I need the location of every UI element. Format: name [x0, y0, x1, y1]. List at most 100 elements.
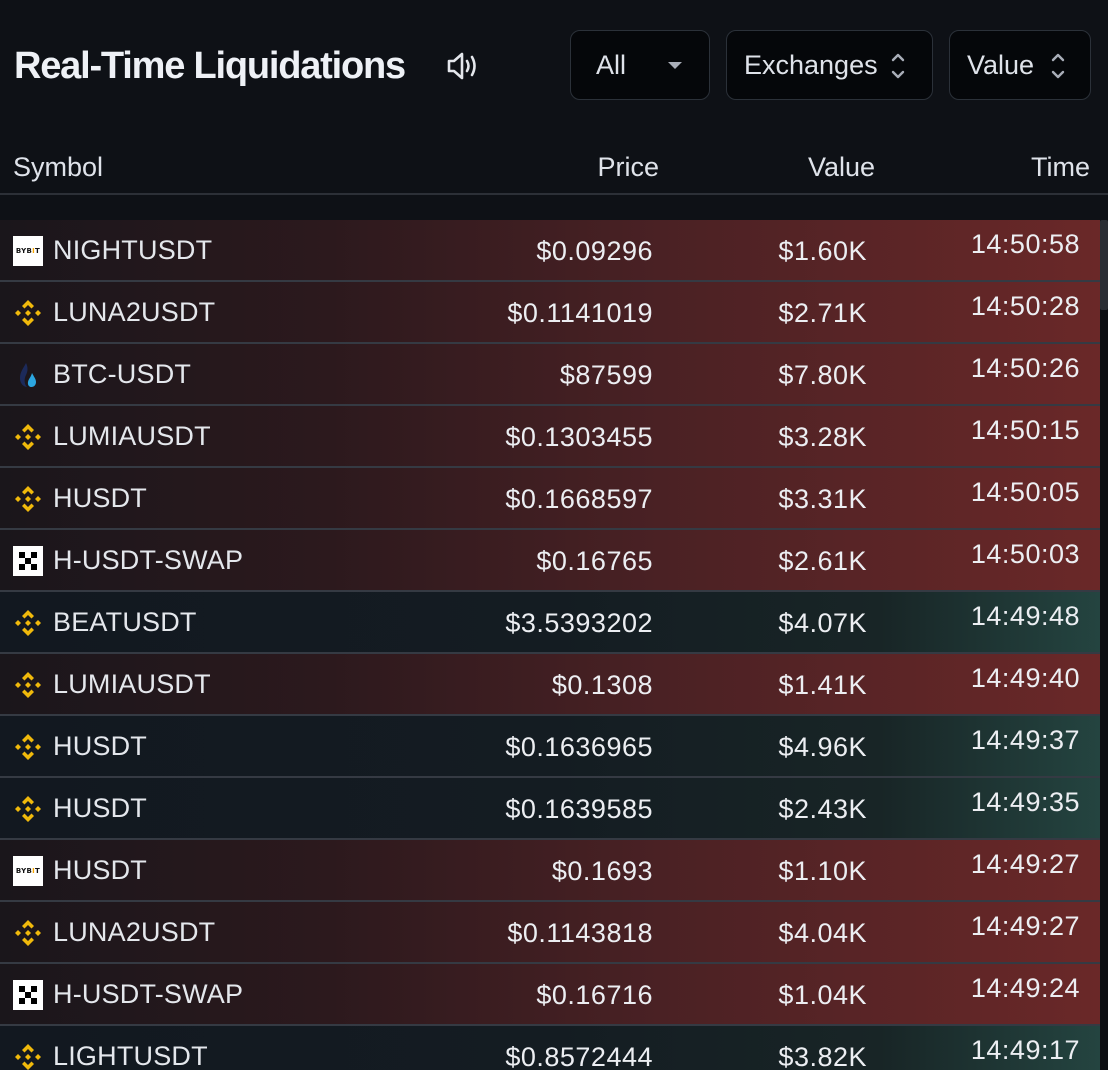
- exchange-icon: [13, 298, 43, 328]
- row-time: 14:50:05: [970, 477, 1080, 507]
- exchange-icon: BYB I T: [13, 236, 43, 266]
- table-row[interactable]: H-USDT-SWAP $0.16765 $2.61K 14:50:03: [0, 530, 1100, 592]
- table-row[interactable]: LIGHTUSDT $0.8572444 $3.82K 14:49:17: [0, 1026, 1100, 1070]
- column-header-price: Price: [597, 152, 659, 182]
- row-price: $0.1308: [551, 670, 653, 700]
- exchange-icon: [13, 980, 43, 1010]
- exchange-icon: [13, 918, 43, 948]
- row-price: $0.1141019: [507, 298, 653, 328]
- sort-value-label: Value: [967, 50, 1035, 80]
- row-time: 14:49:35: [970, 787, 1080, 817]
- sound-toggle-button[interactable]: [444, 50, 480, 82]
- table-row[interactable]: BEATUSDT $3.5393202 $4.07K 14:49:48: [0, 592, 1100, 654]
- exchanges-filter-label: Exchanges: [744, 50, 878, 80]
- exchange-icon: [13, 608, 43, 638]
- row-time: 14:49:27: [970, 911, 1080, 941]
- binance-logo-icon: [15, 920, 41, 946]
- row-value: $2.43K: [778, 794, 867, 824]
- row-time: 14:50:26: [970, 353, 1080, 383]
- row-symbol: HUSDT: [53, 793, 147, 823]
- row-symbol: LIGHTUSDT: [53, 1041, 208, 1070]
- table-row[interactable]: BYB I T NIGHTUSDT $0.09296 $1.60K 14:50:58: [0, 220, 1100, 282]
- exchanges-filter-select[interactable]: Exchanges: [726, 30, 933, 100]
- row-price: $0.1143818: [507, 918, 653, 948]
- column-header-symbol: Symbol: [13, 152, 104, 182]
- binance-logo-icon: [15, 424, 41, 450]
- table-row[interactable]: HUSDT $0.1668597 $3.31K 14:50:05: [0, 468, 1100, 530]
- row-symbol: H-USDT-SWAP: [53, 545, 244, 575]
- row-value: $1.41K: [778, 670, 867, 700]
- exchange-icon: [13, 546, 43, 576]
- table-row[interactable]: BYB I T HUSDT $0.1693 $1.10K 14:49:27: [0, 840, 1100, 902]
- binance-logo-icon: [15, 734, 41, 760]
- caret-down-icon: [668, 62, 682, 69]
- row-value: $4.96K: [778, 732, 867, 762]
- row-symbol: LUMIAUSDT: [53, 421, 211, 451]
- row-time: 14:50:15: [970, 415, 1080, 445]
- row-price: $0.1303455: [505, 422, 653, 452]
- table-header: Symbol Price Value Time: [0, 145, 1108, 189]
- row-value: $4.07K: [778, 608, 867, 638]
- row-value: $1.60K: [778, 236, 867, 266]
- row-symbol: NIGHTUSDT: [53, 235, 213, 265]
- row-value: $3.28K: [778, 422, 867, 452]
- exchange-icon: [13, 1042, 43, 1070]
- chevron-up-down-icon: [1051, 53, 1065, 79]
- side-filter-value: All: [596, 50, 627, 80]
- row-time: 14:49:48: [970, 601, 1080, 631]
- row-time: 14:50:58: [970, 229, 1080, 259]
- row-value: $1.10K: [778, 856, 867, 886]
- row-value: $2.71K: [778, 298, 867, 328]
- row-price: $0.1639585: [505, 794, 653, 824]
- table-row[interactable]: HUSDT $0.1636965 $4.96K 14:49:37: [0, 716, 1100, 778]
- panel-header: Real-Time Liquidations All Exchanges Val…: [0, 0, 1108, 130]
- row-value: $1.04K: [778, 980, 867, 1010]
- row-time: 14:49:37: [970, 725, 1080, 755]
- row-symbol: LUNA2USDT: [53, 917, 216, 947]
- binance-logo-icon: [15, 796, 41, 822]
- binance-logo-icon: [15, 300, 41, 326]
- page-title: Real-Time Liquidations: [14, 45, 406, 87]
- chevron-up-down-icon: [891, 53, 905, 79]
- sort-value-select[interactable]: Value: [949, 30, 1091, 100]
- row-price: $0.16716: [536, 980, 653, 1010]
- exchange-icon: [13, 794, 43, 824]
- table-row[interactable]: H-USDT-SWAP $0.16716 $1.04K 14:49:24: [0, 964, 1100, 1026]
- row-price: $87599: [559, 360, 653, 390]
- binance-logo-icon: [15, 610, 41, 636]
- row-time: 14:50:03: [970, 539, 1080, 569]
- scrollbar-track[interactable]: [1100, 220, 1108, 1070]
- row-time: 14:49:24: [970, 973, 1080, 1003]
- binance-logo-icon: [15, 486, 41, 512]
- exchange-icon: [13, 422, 43, 452]
- row-symbol: LUNA2USDT: [53, 297, 216, 327]
- row-time: 14:49:40: [970, 663, 1080, 693]
- row-value: $4.04K: [778, 918, 867, 948]
- table-row[interactable]: LUNA2USDT $0.1143818 $4.04K 14:49:27: [0, 902, 1100, 964]
- row-time: 14:49:27: [970, 849, 1080, 879]
- table-row[interactable]: LUMIAUSDT $0.1303455 $3.28K 14:50:15: [0, 406, 1100, 468]
- row-symbol: HUSDT: [53, 855, 147, 885]
- table-row[interactable]: BTC-USDT $87599 $7.80K 14:50:26: [0, 344, 1100, 406]
- header-divider: [0, 193, 1108, 195]
- table-row[interactable]: LUNA2USDT $0.1141019 $2.71K 14:50:28: [0, 282, 1100, 344]
- row-time: 14:49:17: [970, 1035, 1080, 1065]
- scrollbar-thumb[interactable]: [1100, 220, 1108, 310]
- huobi-flame-icon: [20, 363, 36, 387]
- row-symbol: H-USDT-SWAP: [53, 979, 244, 1009]
- row-symbol: BEATUSDT: [53, 607, 197, 637]
- row-price: $0.16765: [536, 546, 653, 576]
- table-row[interactable]: LUMIAUSDT $0.1308 $1.41K 14:49:40: [0, 654, 1100, 716]
- row-value: $3.82K: [778, 1042, 867, 1070]
- row-symbol: HUSDT: [53, 731, 147, 761]
- speaker-volume-icon: [447, 52, 476, 80]
- binance-logo-icon: [15, 672, 41, 698]
- bybit-logo-icon: BYB I T: [13, 236, 43, 266]
- okx-logo-icon: [13, 546, 43, 576]
- bybit-logo-icon: BYB I T: [13, 856, 43, 886]
- side-filter-select[interactable]: All: [570, 30, 710, 100]
- row-symbol: LUMIAUSDT: [53, 669, 211, 699]
- table-row[interactable]: HUSDT $0.1639585 $2.43K 14:49:35: [0, 778, 1100, 840]
- exchange-icon: [13, 732, 43, 762]
